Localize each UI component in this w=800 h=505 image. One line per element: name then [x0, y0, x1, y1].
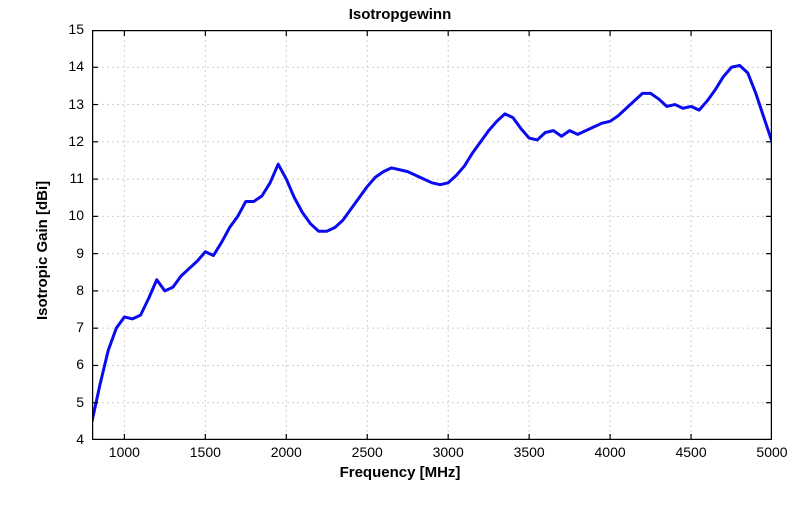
y-tick-label: 9 [52, 245, 84, 261]
y-tick-label: 4 [52, 431, 84, 447]
x-tick-label: 2500 [337, 444, 397, 460]
y-tick-label: 11 [52, 170, 84, 186]
x-tick-label: 2000 [256, 444, 316, 460]
chart-title: Isotropgewinn [0, 6, 800, 23]
y-axis-label: Isotropic Gain [dBi] [34, 181, 51, 320]
y-tick-label: 8 [52, 282, 84, 298]
y-tick-label: 7 [52, 319, 84, 335]
y-tick-label: 14 [52, 58, 84, 74]
x-tick-label: 4000 [580, 444, 640, 460]
x-tick-label: 5000 [742, 444, 800, 460]
x-tick-label: 3500 [499, 444, 559, 460]
x-tick-label: 1500 [175, 444, 235, 460]
y-tick-label: 6 [52, 356, 84, 372]
x-tick-label: 4500 [661, 444, 721, 460]
y-tick-label: 13 [52, 96, 84, 112]
y-tick-label: 15 [52, 21, 84, 37]
plot-area [92, 30, 772, 440]
y-tick-label: 5 [52, 394, 84, 410]
x-axis-label: Frequency [MHz] [0, 464, 800, 481]
x-tick-label: 1000 [94, 444, 154, 460]
chart-container: Isotropgewinn Isotropic Gain [dBi] Frequ… [0, 0, 800, 505]
y-tick-label: 12 [52, 133, 84, 149]
x-tick-label: 3000 [418, 444, 478, 460]
y-tick-label: 10 [52, 207, 84, 223]
